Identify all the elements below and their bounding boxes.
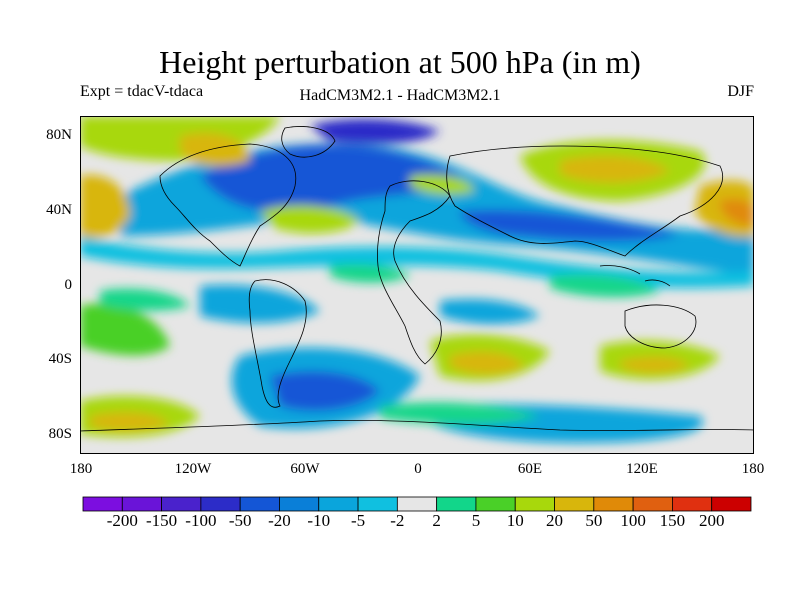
- lon-label-120e: 120E: [626, 461, 658, 477]
- lon-label-0: 0: [414, 461, 422, 477]
- europe-africa-coast: [377, 180, 451, 365]
- season-label: DJF: [727, 83, 754, 100]
- positive-core-south-australia: [620, 356, 690, 373]
- color-legend-bar: [82, 496, 752, 512]
- greenland-coast: [281, 126, 336, 158]
- lon-label-60e: 60E: [517, 461, 543, 477]
- colorbar-swatch: [82, 496, 123, 512]
- antarctica-coast: [80, 419, 754, 432]
- australia-coast: [624, 304, 697, 349]
- colorbar-tick-label: -200: [106, 511, 138, 530]
- colorbar-tick-label: -100: [185, 511, 217, 530]
- model-label: HadCM3M2.1 - HadCM3M2.1: [299, 87, 501, 104]
- positive-tropical-pacific: [100, 288, 190, 311]
- colorbar-swatch: [161, 496, 202, 512]
- negative-south-atlantic: [200, 284, 320, 323]
- colorbar-swatch: [396, 496, 438, 512]
- colorbar-swatch: [357, 496, 398, 512]
- colorbar-swatch: [436, 496, 477, 512]
- colorbar-tick-label: 5: [471, 511, 481, 530]
- negative-south-indian-west: [440, 299, 540, 325]
- colorbar-swatch: [711, 496, 752, 512]
- positive-core-siberia: [560, 155, 670, 183]
- south-america-coast: [248, 279, 307, 408]
- colorbar-swatch: [239, 496, 280, 512]
- colorbar-swatch: [554, 496, 595, 512]
- colorbar-swatch: [279, 496, 320, 512]
- lat-label-40n: 40N: [46, 202, 72, 218]
- lat-label-40s: 40S: [48, 351, 72, 367]
- colorbar-tick-label: -2: [390, 511, 405, 530]
- colorbar-tick-label: -20: [268, 511, 291, 530]
- north-america-coast: [159, 143, 297, 267]
- positive-south-pacific: [80, 303, 170, 356]
- colorbar-tick-label: 150: [659, 511, 686, 530]
- colorbar-swatch: [514, 496, 555, 512]
- height-perturbation-map: [80, 116, 754, 454]
- colorbar-tick-label: 10: [506, 511, 524, 530]
- colorbar-tick-label: -150: [145, 511, 178, 530]
- lon-label-60w: 60W: [290, 461, 320, 477]
- colorbar-tick-label: 20: [546, 511, 564, 530]
- colorbar-tick-label: -5: [350, 511, 366, 530]
- colorbar-tick-label: 50: [585, 511, 603, 530]
- plot-title: Height perturbation at 500 hPa (in m): [159, 44, 641, 80]
- colorbar-tick-label: 100: [620, 511, 646, 530]
- colorbar-swatch: [632, 496, 673, 512]
- experiment-label: Expt = tdacV-tdaca: [80, 83, 204, 100]
- positive-pacific-east: [80, 175, 130, 238]
- positive-tropical-atlantic: [330, 264, 410, 283]
- positive-core-pacific-west: [720, 199, 754, 226]
- positive-tropical-indian: [550, 274, 660, 298]
- positive-core-south-indian: [450, 351, 525, 375]
- indonesia-coast: [599, 265, 671, 287]
- colorbar-swatch: [475, 496, 516, 512]
- lat-label-80n: 80N: [46, 127, 72, 143]
- lat-label-0: 0: [64, 277, 73, 293]
- negative-core-south-america: [270, 371, 380, 411]
- positive-himalaya: [410, 174, 475, 195]
- colorbar-tick-label: 200: [698, 511, 725, 530]
- negative-core-atlantic: [200, 144, 460, 212]
- negative-core-asia: [460, 209, 680, 242]
- colorbar-tick-label: 2: [432, 511, 441, 530]
- lon-label-180e: 180: [741, 461, 765, 477]
- lat-label-80s: 80S: [48, 426, 72, 442]
- lon-label-180w: 180: [69, 461, 93, 477]
- colorbar-tick-label: -50: [228, 511, 252, 530]
- positive-south-indian-band: [380, 402, 540, 425]
- colorbar-swatch: [121, 496, 162, 512]
- colorbar-swatch: [318, 496, 359, 512]
- map-frame: [80, 116, 754, 454]
- colorbar-swatch: [672, 496, 713, 512]
- positive-core-antarctic-pacific: [90, 412, 170, 431]
- colorbar-tick-label: -10: [307, 511, 331, 530]
- colorbar-swatch: [200, 496, 241, 512]
- lon-label-120w: 120W: [174, 461, 212, 477]
- negative-arctic: [310, 119, 440, 144]
- coastlines: [80, 126, 754, 432]
- positive-core-canada: [180, 132, 250, 167]
- positive-atlantic: [260, 205, 360, 234]
- colorbar-swatch: [593, 496, 634, 512]
- asia-coast: [446, 145, 723, 257]
